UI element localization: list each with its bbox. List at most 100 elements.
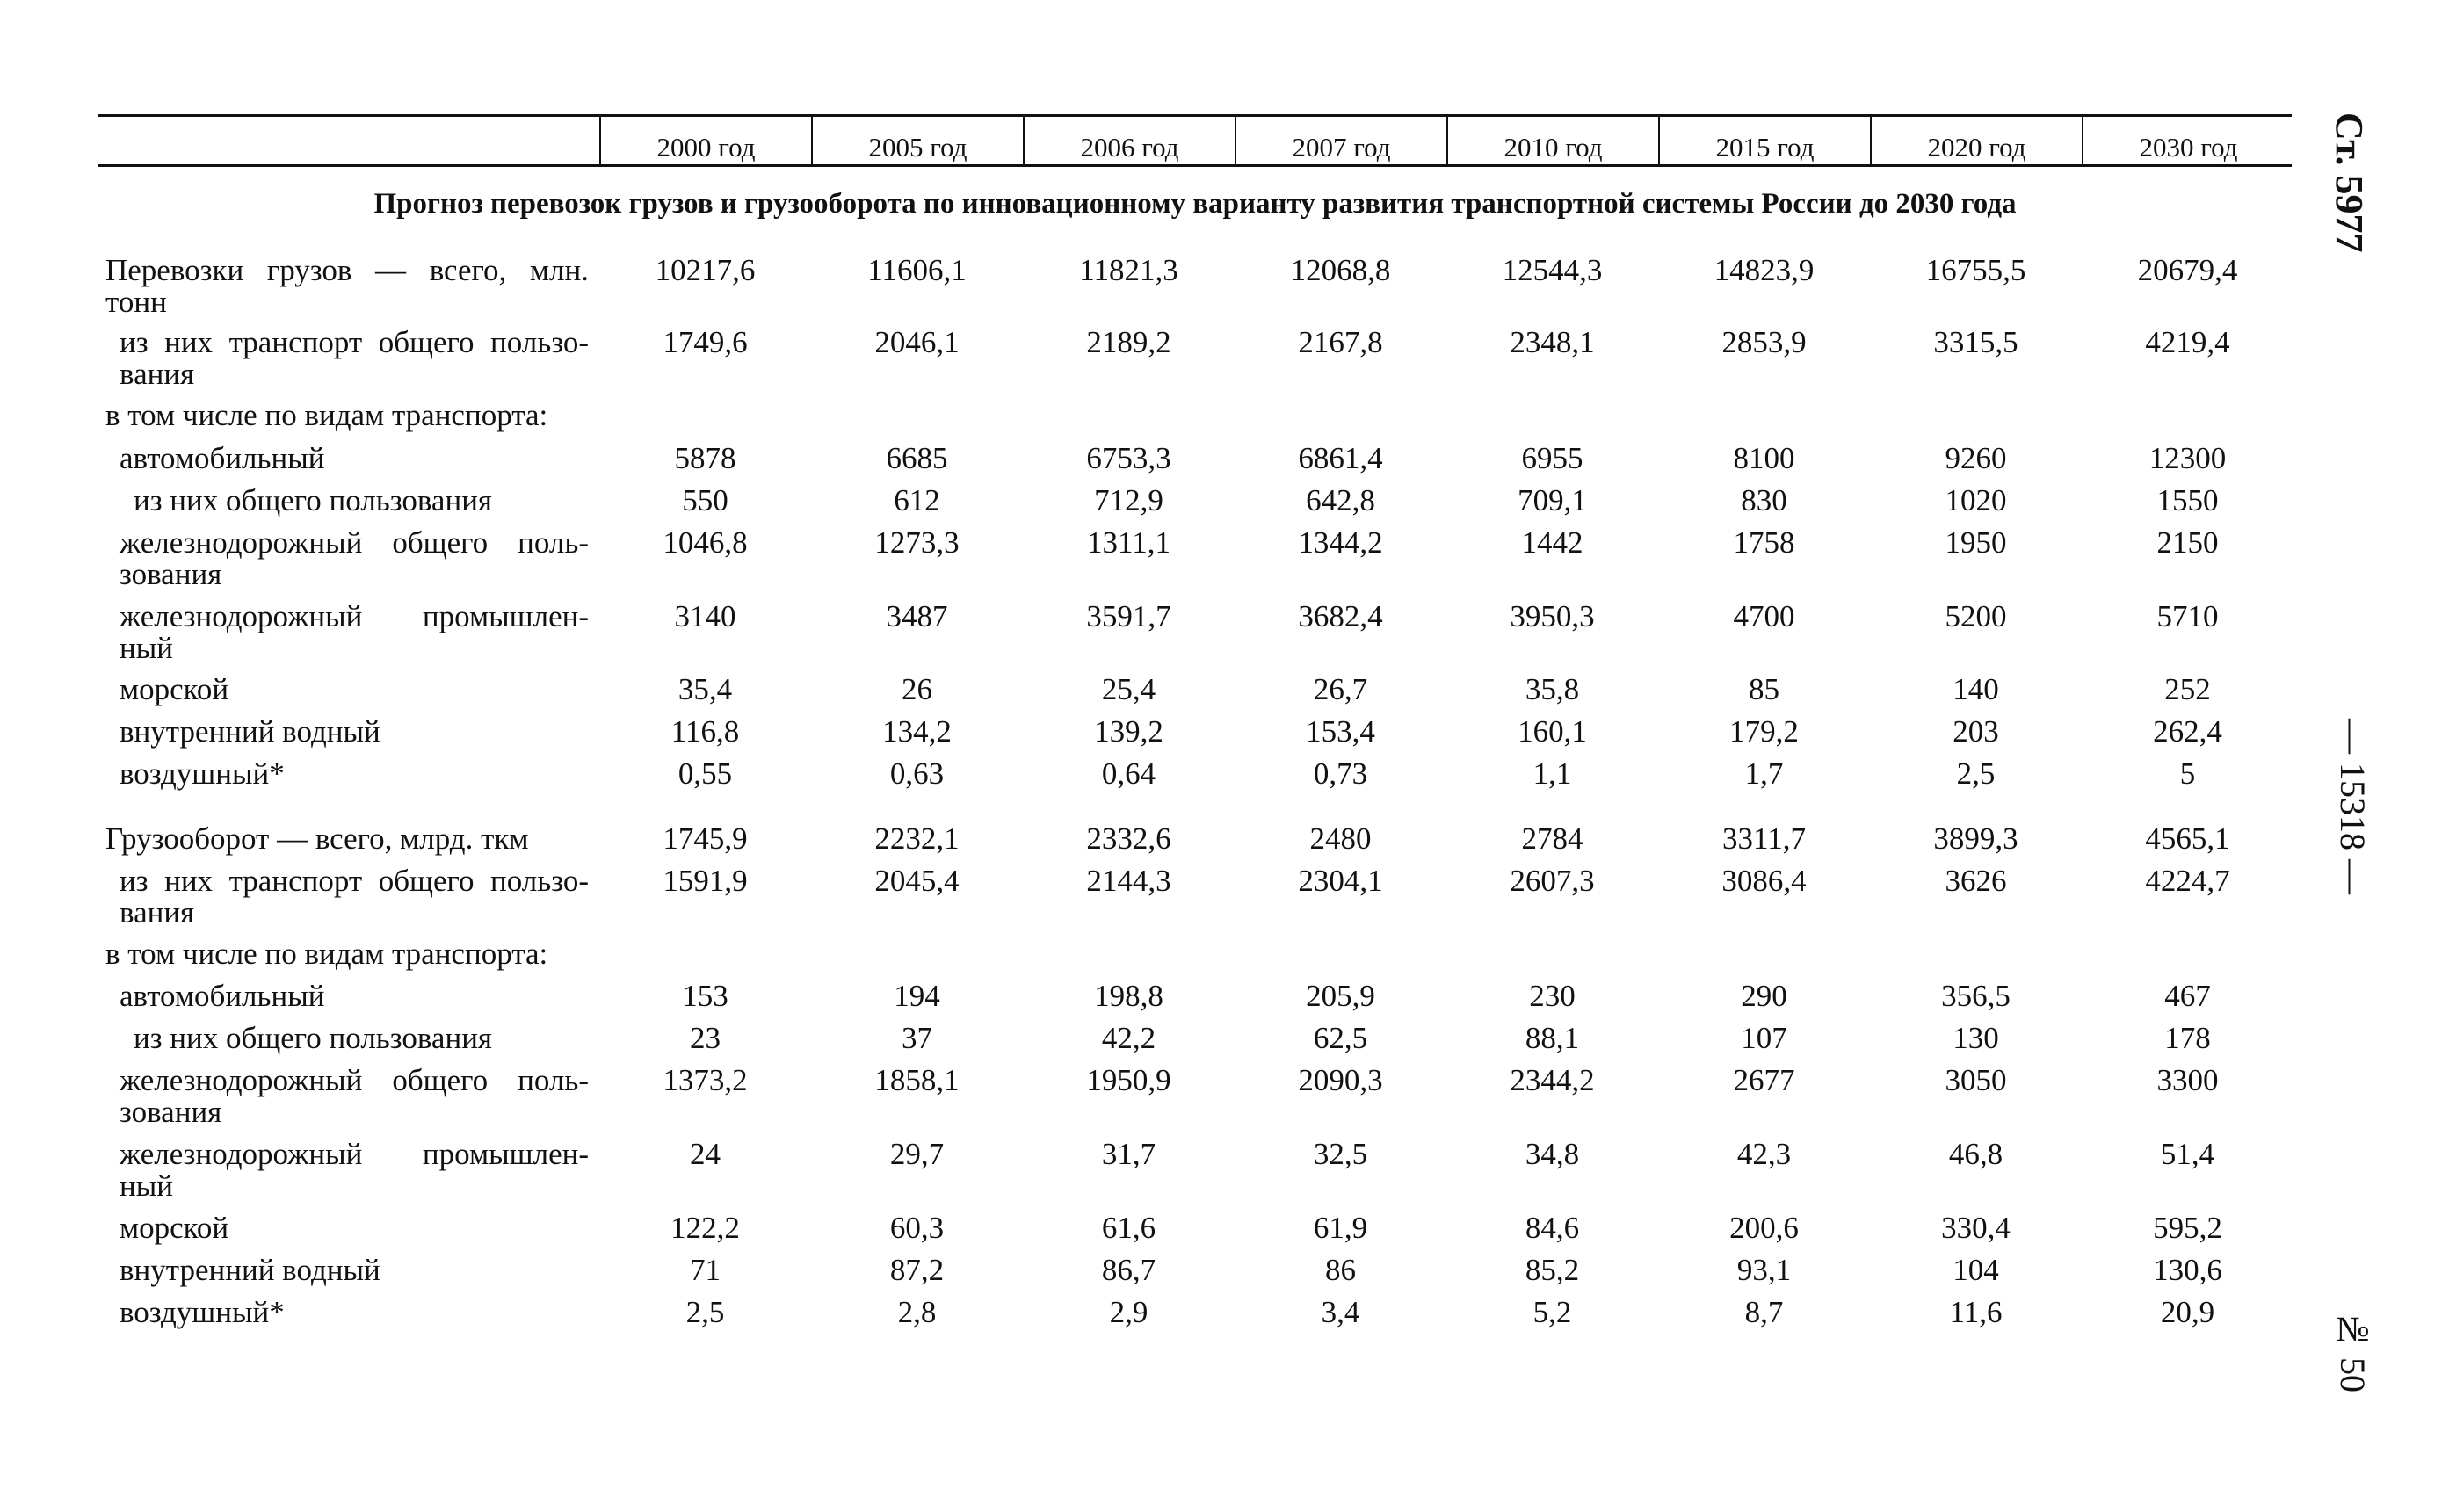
table-cell: 62,5 [1313,1021,1368,1055]
table-cell: 1950 [1945,525,2007,560]
table-cell: 25,4 [1101,672,1156,706]
table-cell: 42,2 [1101,1021,1156,1055]
table-cell: 467 [2164,979,2211,1013]
table-cell: 262,4 [2153,714,2222,749]
row-label: воздушный* [120,1295,285,1329]
table-cell: 1344,2 [1298,525,1383,560]
table-cell: 42,3 [1736,1137,1792,1171]
row-label: в том числе по видам транспорта: [105,937,548,971]
table-cell: 2,5 [685,1295,725,1329]
table-cell: 0,55 [677,756,733,791]
table-cell: 87,2 [889,1253,945,1287]
row-label: из них общего пользования [134,483,493,517]
table-cell: 203 [1953,714,1999,749]
document-number: — 15318 — [2333,719,2373,894]
table-cell: 60,3 [889,1211,945,1245]
table-cell: 2167,8 [1298,325,1383,359]
table-cell: 4700 [1733,599,1795,633]
column-header: 2006 год [1023,117,1235,164]
column-header: 2005 год [811,117,1023,164]
table-cell: 35,8 [1525,672,1580,706]
table-cell: 356,5 [1941,979,2011,1013]
table-cell: 9260 [1945,441,2007,475]
table-cell: 2045,4 [874,864,960,898]
table-cell: 252 [2164,672,2211,706]
table-cell: 37 [902,1021,932,1055]
row-label: Перевозки грузов — всего, млн. тонн [105,253,589,319]
table-cell: 10217,6 [655,253,756,287]
table-cell: 3682,4 [1298,599,1383,633]
table-cell: 2677 [1733,1063,1795,1097]
table-cell: 3086,4 [1721,864,1807,898]
page-number: Ст. 5977 [2328,112,2371,253]
table-cell: 3591,7 [1086,599,1171,633]
table-cell: 23 [690,1021,721,1055]
table-cell: 1745,9 [663,821,748,856]
table-cell: 2144,3 [1086,864,1171,898]
table-cell: 122,2 [670,1211,740,1245]
table-cell: 2,9 [1109,1295,1148,1329]
table-cell: 642,8 [1306,483,1375,517]
table-cell: 194 [894,979,940,1013]
table-cell: 330,4 [1941,1211,2011,1245]
table-cell: 178 [2164,1021,2211,1055]
table-cell: 116,8 [670,714,740,749]
table-cell: 2332,6 [1086,821,1171,856]
table-cell: 12068,8 [1290,253,1391,287]
table-cell: 3950,3 [1510,599,1595,633]
table-cell: 5 [2179,756,2196,791]
row-label: железнодорожный промышлен-ный [120,599,589,665]
table-cell: 20679,4 [2137,253,2238,287]
table-cell: 71 [690,1253,721,1287]
table-cell: 709,1 [1518,483,1587,517]
table-cell: 290 [1741,979,1787,1013]
row-label: внутренний водный [120,1253,380,1287]
table-header: 2000 год 2005 год 2006 год 2007 год 2010 год… [98,114,2292,167]
table-cell: 16755,5 [1925,253,2026,287]
table-cell: 2348,1 [1510,325,1595,359]
table-cell: 200,6 [1729,1211,1799,1245]
table-cell: 2853,9 [1721,325,1807,359]
table-cell: 1311,1 [1087,525,1170,560]
table-cell: 179,2 [1729,714,1799,749]
table-cell: 2304,1 [1298,864,1383,898]
table-cell: 550 [682,483,728,517]
table-cell: 5200 [1945,599,2007,633]
row-label: железнодорожный общего поль-зования [120,525,589,591]
column-header: 2000 год [599,117,811,164]
table-cell: 1950,9 [1086,1063,1171,1097]
table-cell: 32,5 [1313,1137,1368,1171]
table-cell: 1046,8 [663,525,748,560]
table-cell: 130,6 [2153,1253,2222,1287]
table-cell: 1020 [1945,483,2007,517]
table-cell: 139,2 [1094,714,1163,749]
table-cell: 12300 [2148,441,2227,475]
table-cell: 0,73 [1313,756,1368,791]
table-cell: 3315,5 [1933,325,2018,359]
table-cell: 3311,7 [1722,821,1806,856]
table-cell: 61,6 [1101,1211,1156,1245]
row-label: из них общего пользования [134,1021,493,1055]
table-cell: 2046,1 [874,325,960,359]
row-label: из них транспорт общего пользо-вания [120,325,589,391]
table-cell: 0,64 [1101,756,1156,791]
table-cell: 11606,1 [867,253,967,287]
table-cell: 1373,2 [663,1063,748,1097]
table-cell: 830 [1741,483,1787,517]
table-cell: 2607,3 [1510,864,1595,898]
table-cell: 1,7 [1744,756,1784,791]
table-cell: 61,9 [1313,1211,1368,1245]
table-cell: 153 [682,979,728,1013]
table-cell: 3,4 [1321,1295,1360,1329]
table-cell: 84,6 [1525,1211,1580,1245]
table-cell: 29,7 [889,1137,945,1171]
row-label: железнодорожный промышлен-ный [120,1137,589,1203]
row-label: морской [120,1211,229,1245]
table-cell: 3626 [1945,864,2007,898]
table-cell: 0,63 [889,756,945,791]
table-cell: 26,7 [1313,672,1368,706]
table-cell: 104 [1953,1253,1999,1287]
table-cell: 198,8 [1094,979,1163,1013]
column-header: 2030 год [2082,117,2293,164]
issue-number: № 50 [2333,1309,2373,1393]
